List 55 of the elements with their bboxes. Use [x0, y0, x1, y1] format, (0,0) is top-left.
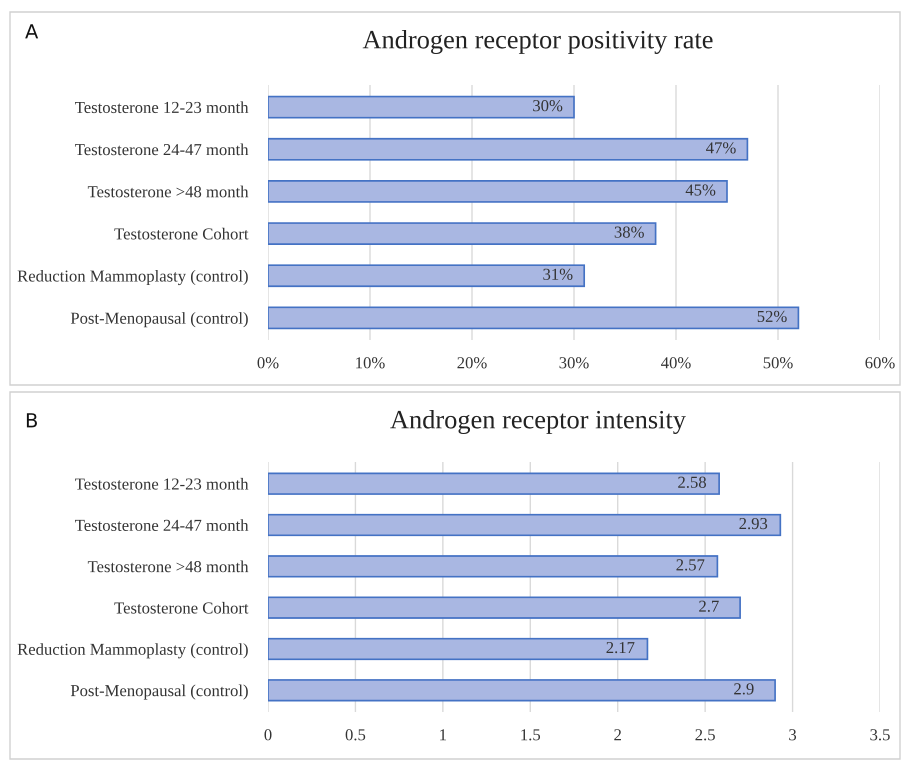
bar [268, 638, 648, 660]
y-tick-label: Testosterone 12-23 month [75, 478, 248, 490]
y-tick-label: Testosterone >48 month [88, 560, 248, 572]
x-tick-label: 50% [764, 357, 793, 368]
data-label: 2.57 [676, 559, 704, 571]
data-label: 2.93 [739, 518, 768, 530]
y-tick-label: Testosterone 12-23 month [75, 101, 248, 114]
x-tick-label: 0% [258, 357, 279, 368]
data-label: 47% [706, 142, 736, 154]
x-tick-label: 2.5 [695, 729, 715, 740]
text: A [25, 24, 38, 38]
x-tick-label: 40% [661, 357, 691, 368]
y-tick-label: Post-Menopausal (control) [70, 312, 248, 328]
y-tick-label: Post-Menopausal (control) [70, 684, 248, 700]
y-tick-label: Testosterone Cohort [114, 602, 248, 614]
bar [268, 596, 741, 619]
x-tick-label: 1.5 [521, 729, 540, 740]
x-tick-label: 0.5 [346, 729, 366, 740]
bar [268, 514, 782, 536]
x-tick-label: 20% [457, 357, 487, 368]
chart-title: Androgen receptor intensity [390, 410, 686, 434]
data-label: 38% [614, 226, 644, 238]
bar [268, 306, 800, 330]
data-label: 45% [686, 184, 716, 196]
y-tick-label: Testosterone 24-47 month [75, 519, 248, 531]
bar [268, 180, 728, 203]
data-label: 2.7 [699, 600, 719, 612]
x-tick-label: 60% [865, 357, 895, 368]
x-tick-label: 3.5 [870, 729, 890, 740]
bar [268, 264, 586, 288]
x-tick-label: 3 [789, 729, 796, 740]
data-label: 2.9 [734, 683, 754, 695]
bar [268, 222, 656, 245]
x-tick-label: 10% [356, 357, 385, 368]
data-label: 31% [543, 268, 573, 280]
chart-title: Androgen receptor positivity rate [362, 30, 713, 54]
bar [268, 96, 575, 118]
bar [268, 555, 718, 578]
x-tick-label: 2 [614, 729, 621, 740]
y-tick-label: Testosterone >48 month [88, 186, 248, 198]
data-label: 30% [533, 100, 562, 112]
x-tick-label: 0 [264, 729, 272, 740]
bar [268, 138, 748, 161]
y-tick-label: Reduction Mammoplasty (control) [18, 643, 248, 658]
y-tick-label: Reduction Mammoplasty (control) [18, 270, 248, 286]
bar [268, 472, 720, 495]
data-label: 2.58 [678, 476, 706, 488]
y-tick-label: Testosterone Cohort [114, 228, 248, 240]
x-tick-label: 1 [440, 729, 446, 740]
x-tick-label: 30% [560, 357, 589, 368]
data-label: 2.17 [606, 642, 634, 654]
data-label: 52% [758, 310, 787, 322]
y-tick-label: Testosterone 24-47 month [75, 143, 248, 156]
bar [268, 679, 776, 702]
text: B [26, 413, 37, 428]
